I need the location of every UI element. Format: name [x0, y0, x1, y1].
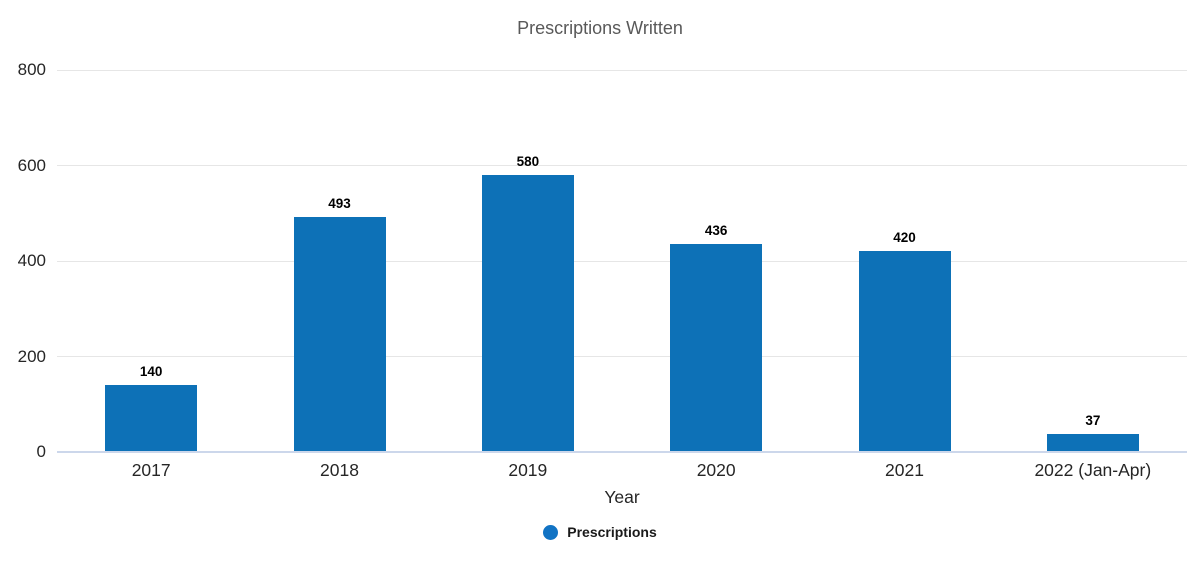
gridline [57, 69, 1187, 71]
legend-marker-icon [543, 524, 559, 540]
bar [858, 251, 951, 452]
y-tick-label: 200 [17, 346, 46, 366]
gridline [57, 356, 1187, 357]
x-tick-label: 2019 [508, 460, 548, 480]
x-axis-line [57, 451, 1187, 453]
x-axis-title: Year [604, 487, 640, 507]
bar [481, 175, 574, 452]
chart-title: Prescriptions Written [517, 18, 683, 38]
bar-value-label: 493 [328, 195, 351, 211]
bar-value-label: 436 [704, 222, 728, 238]
x-tick-label: 2020 [696, 460, 736, 480]
bar [670, 243, 763, 452]
y-tick-label: 400 [17, 251, 46, 270]
bar-value-label: 580 [516, 154, 540, 170]
x-tick-label: 2021 [885, 460, 924, 480]
bar [1046, 434, 1139, 452]
y-tick-label: 0 [36, 442, 46, 461]
legend: Prescriptions [0, 524, 1200, 540]
y-tick-label: 600 [17, 155, 46, 175]
bar-value-label: 37 [1085, 413, 1101, 429]
bar-value-label: 420 [893, 230, 916, 246]
legend-label: Prescriptions [567, 524, 657, 540]
bar [105, 385, 198, 452]
bar [293, 216, 386, 452]
bar-value-label: 140 [139, 364, 163, 380]
x-tick-label: 2022 (Jan-Apr) [1034, 460, 1152, 480]
x-tick-label: 2017 [131, 460, 171, 480]
y-tick-label: 800 [17, 60, 46, 79]
x-tick-label: 2018 [320, 460, 359, 480]
gridline [57, 260, 1187, 262]
gridline [57, 165, 1187, 166]
